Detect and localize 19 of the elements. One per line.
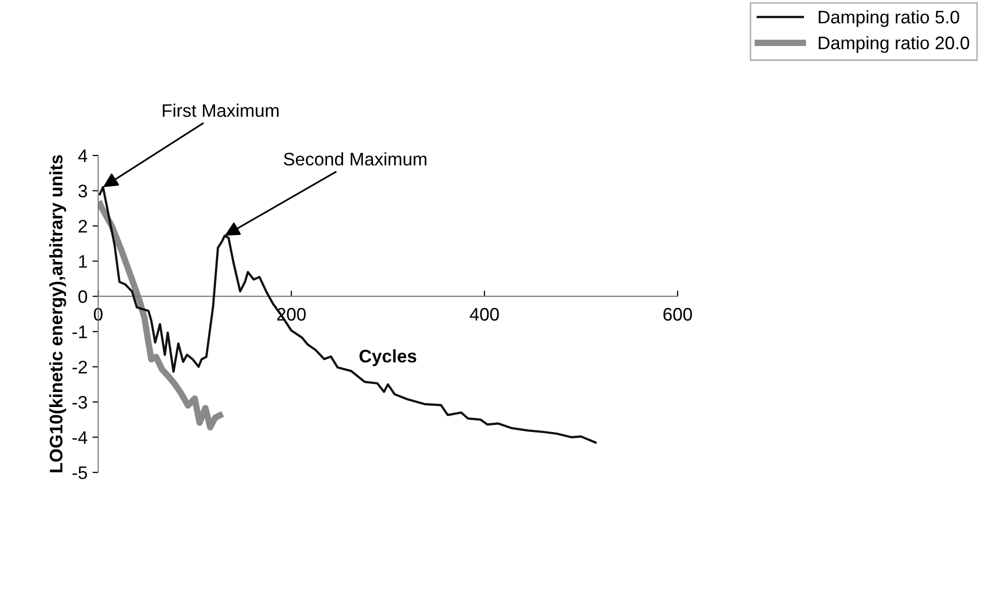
y-tick-label: -3 (72, 396, 87, 409)
y-tick-label: -1 (72, 326, 87, 338)
y-axis-title: LOG10(kinetic energy),arbitrary units (49, 155, 66, 472)
legend-label: Damping ratio 20.0 (818, 36, 970, 53)
x-axis-title: Cycles (360, 349, 416, 366)
y-tick-label: 1 (79, 255, 87, 268)
annotation: First Maximum (162, 104, 279, 117)
y-tick-label: 3 (78, 184, 87, 198)
x-tick-label: 600 (663, 308, 692, 321)
y-tick-label: 4 (78, 150, 88, 162)
y-tick-label: -4 (72, 431, 88, 444)
x-tick-label: 0 (94, 308, 103, 321)
y-tick-label: -2 (72, 360, 87, 374)
y-tick-label: 0 (78, 290, 88, 304)
annotation: Second Maximum (284, 152, 426, 166)
y-tick-label: -5 (72, 466, 88, 480)
legend-label: Damping ratio 5.0 (818, 10, 960, 28)
y-tick-label: 2 (78, 220, 87, 232)
x-tick-label: 400 (470, 308, 499, 321)
